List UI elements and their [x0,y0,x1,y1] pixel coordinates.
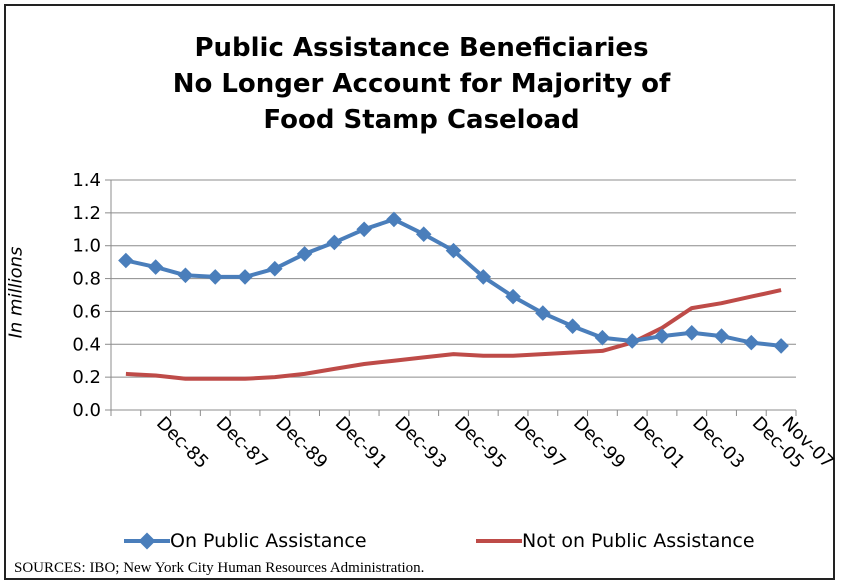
x-tick-label: Dec-99 [569,413,629,473]
y-tick-label: 0.6 [72,301,101,322]
data-point [386,211,402,228]
legend: On Public Assistance Not on Public Assis… [66,530,786,556]
x-axis [110,180,797,416]
chart-title: Public Assistance Beneficiaries No Longe… [6,30,837,138]
data-point [326,234,343,251]
y-tick-label: 0.0 [72,400,101,421]
series-on-public-assistance [118,211,789,354]
x-tick-label: Dec-97 [510,413,570,473]
x-tick-label: Dec-95 [450,413,510,473]
data-point [237,269,253,285]
data-point [356,221,372,238]
data-point [624,333,640,349]
data-point [683,325,700,341]
legend-label-not-on-public-assistance: Not on Public Assistance [522,530,755,552]
data-point [267,260,283,277]
data-point [713,328,730,344]
data-point [594,329,611,346]
chart-title-line-2: No Longer Account for Majority of [172,69,671,99]
y-tick-label: 1.4 [72,170,101,191]
data-point [415,226,432,242]
chart-title-line-3: Food Stamp Caseload [263,105,580,135]
y-tick-label: 0.4 [72,334,101,355]
x-tick-labels: Dec-85 Dec-87 Dec-89 Dec-91 Dec-93 Dec-95 Dec-… [152,413,837,473]
legend-swatch-on-public-assistance [124,532,170,550]
data-point [535,305,551,321]
legend-swatch-not-on-public-assistance [476,539,522,543]
x-tick-label: Dec-01 [629,413,689,473]
source-note: SOURCES: IBO; New York City Human Resour… [14,560,425,576]
data-point [564,318,581,334]
data-point [177,267,194,284]
y-tick-labels: 0.0 0.2 0.4 0.6 0.8 1.0 1.2 1.4 [72,170,101,421]
data-point [147,259,164,275]
series-not-on-public-assistance [125,288,782,381]
legend-item-on-public-assistance: On Public Assistance [124,530,367,552]
data-point [207,269,224,285]
y-tick-label: 0.8 [72,269,101,290]
y-tick-label: 1.0 [72,236,101,257]
gridlines [105,179,796,411]
data-point [773,338,789,354]
y-tick-label: 1.2 [72,203,101,224]
x-tick-label: Dec-91 [331,413,391,473]
legend-item-not-on-public-assistance: Not on Public Assistance [476,530,755,552]
chart-title-line-1: Public Assistance Beneficiaries [194,33,649,63]
x-tick-label: Dec-85 [152,413,212,473]
x-tick-label: Dec-03 [688,413,748,473]
y-tick-label: 0.2 [72,367,101,388]
x-tick-label: Dec-89 [271,413,331,473]
data-point [445,242,462,259]
chart-frame: Public Assistance Beneficiaries No Longe… [4,4,837,580]
legend-label-on-public-assistance: On Public Assistance [170,530,367,552]
data-point [296,246,313,262]
data-point [118,252,134,269]
x-tick-label: Dec-87 [212,413,272,473]
series-line-not-on-public-assistance [125,288,782,381]
series-layer [118,211,789,381]
series-line-on-public-assistance [125,217,782,348]
plot-area: 0.00.20.40.60.81.01.21.4 Dec-85 Dec-87 Dec… [72,170,837,473]
x-tick-label: Dec-93 [390,413,450,473]
data-point [743,334,760,351]
